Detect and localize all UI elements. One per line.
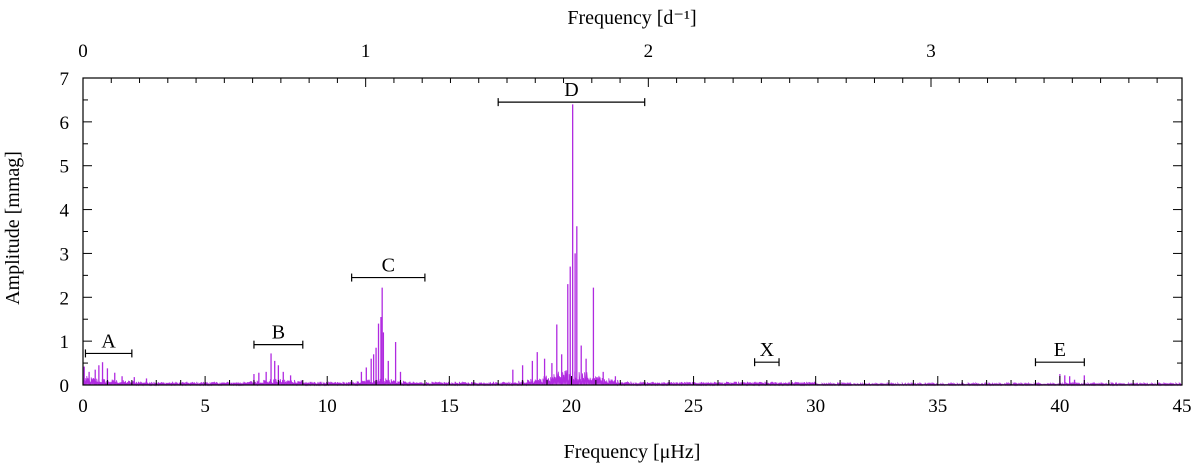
group-e: E [1034,339,1085,367]
group-label: E [1054,339,1066,361]
y-tick-label: 3 [60,244,70,265]
y-tick-label: 4 [60,201,70,222]
x-tick-label: 35 [928,396,947,417]
group-x: X [754,339,780,367]
x-tick-label: 25 [684,396,703,417]
frequency-groups: A B C D X E [84,79,1085,367]
y-tick-label: 1 [60,332,70,353]
y-tick-label: 0 [60,376,70,397]
group-label: A [101,330,116,352]
y-tick-label: 7 [60,69,70,90]
x2-tick-label: 0 [78,41,88,62]
y-axis-label: Amplitude [mmag] [2,151,24,305]
plot-frame [82,77,1183,386]
group-a: A [84,330,133,358]
top-x-axis-label: Frequency [d⁻¹] [567,7,696,29]
x-tick-label: 30 [806,396,825,417]
x-tick-label: 40 [1050,396,1069,417]
group-label: B [272,322,285,344]
bottom-x-axis: 0 5 10 15 20 25 30 35 40 45 [78,376,1192,417]
y-axis: 0 1 2 3 4 5 6 7 [60,69,1182,397]
x-tick-label: 5 [200,396,210,417]
group-label: X [760,339,775,361]
top-x-axis: 0 1 2 3 [78,41,1158,87]
y-tick-label: 2 [60,288,70,309]
x-tick-label: 45 [1173,396,1192,417]
x2-tick-label: 3 [926,41,936,62]
group-d: D [497,79,646,107]
x-tick-label: 0 [78,396,88,417]
group-b: B [253,322,304,349]
x-tick-label: 20 [562,396,581,417]
x2-tick-label: 2 [644,41,654,62]
x-tick-label: 10 [318,396,337,417]
group-label: D [564,79,578,101]
y-tick-label: 5 [60,157,70,178]
plot-area [82,77,1183,387]
spectrum-noise-trace [83,370,1182,387]
y-tick-label: 6 [60,113,70,134]
x-tick-label: 15 [440,396,459,417]
group-label: C [382,255,395,277]
group-c: C [351,255,426,282]
x-axis-label: Frequency [μHz] [564,441,701,463]
x2-tick-label: 1 [361,41,371,62]
